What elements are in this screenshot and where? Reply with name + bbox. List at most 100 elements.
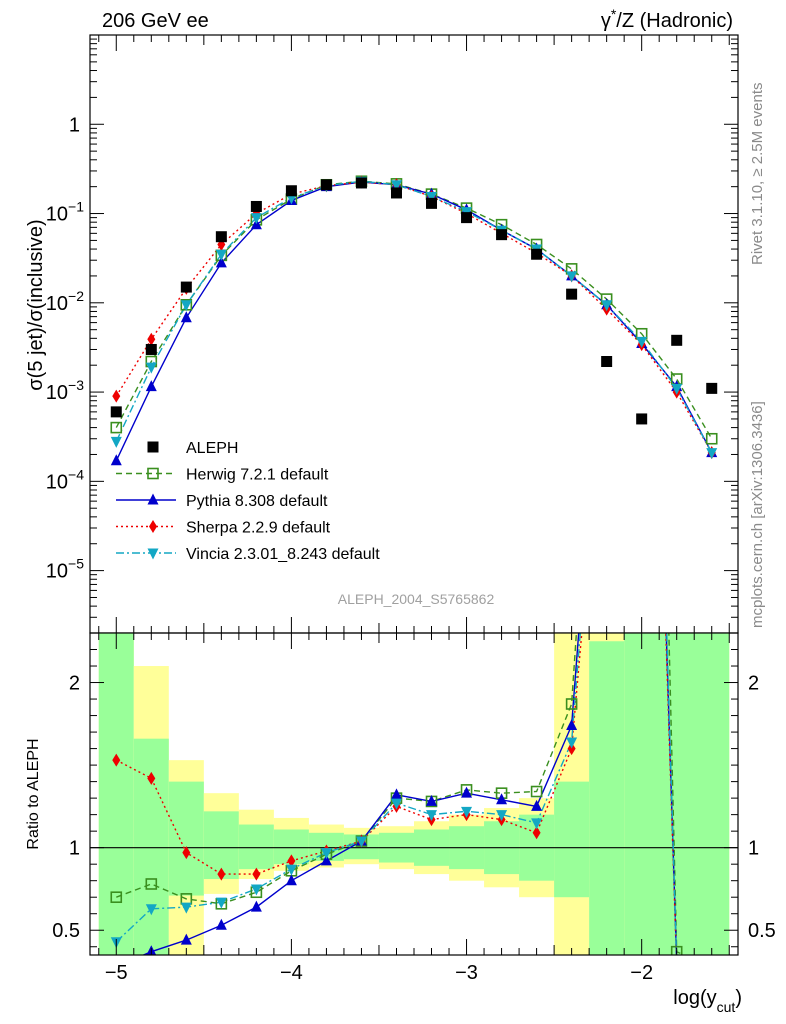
aleph-data-point <box>496 229 508 241</box>
x-tick-label: −3 <box>455 962 478 984</box>
pythia-main-line <box>115 181 713 462</box>
pythia-ratio-point <box>671 957 682 968</box>
vincia-main-line <box>115 180 713 453</box>
sherpa-ratio-point <box>567 742 576 756</box>
aleph-data-point <box>355 177 367 189</box>
sherpa-ratio-line <box>115 633 677 955</box>
legend-marker <box>149 520 157 533</box>
uncertainty-band-inner <box>168 781 204 896</box>
x-tick-label: −5 <box>105 962 128 984</box>
uncertainty-band-inner <box>133 738 169 955</box>
vincia-ratio-point <box>215 897 227 909</box>
legend-marker <box>147 441 159 453</box>
legend-label: Pythia 8.308 default <box>186 493 328 510</box>
vincia-main-point <box>390 180 402 192</box>
legend-label: ALEPH <box>186 440 238 457</box>
ratio-y-tick-label-right: 2 <box>748 673 759 695</box>
vincia-main-point <box>426 192 438 204</box>
herwig-main-point <box>705 432 718 445</box>
vincia-ratio-point <box>496 810 508 822</box>
sherpa-ratio-point <box>708 975 716 988</box>
vincia-main-point <box>180 300 192 312</box>
pythia-ratio-point <box>706 975 717 986</box>
pythia-ratio-point <box>285 874 297 886</box>
pythia-ratio-point <box>215 918 227 930</box>
uncertainty-band-inner <box>238 824 274 870</box>
main-y-tick-label: 10−5 <box>46 556 84 583</box>
aleph-data-point <box>671 334 683 346</box>
legend-marker <box>147 548 159 560</box>
vincia-ratio-point <box>390 798 402 810</box>
uncertainty-band-inner <box>624 633 730 955</box>
sherpa-main-point <box>112 389 121 403</box>
legend-marker <box>147 467 159 480</box>
sherpa-ratio-point <box>112 753 121 767</box>
sherpa-main-line <box>115 181 713 453</box>
main-y-tick-label: 10−4 <box>46 466 84 493</box>
aleph-data-point <box>706 382 718 394</box>
vincia-main-point <box>671 383 683 395</box>
x-axis-title: log(ycut) <box>673 987 742 1015</box>
ratio-y-tick-label-right: 1 <box>748 838 759 860</box>
pythia-ratio-point <box>320 854 332 866</box>
main-y-tick-label: 10−1 <box>46 199 84 226</box>
pythia-main-point <box>180 311 192 323</box>
rivet-version-label: Rivet 3.1.10, ≥ 2.5M events <box>749 83 766 266</box>
herwig-ratio-point <box>670 945 683 955</box>
herwig-main-line <box>115 180 713 440</box>
sherpa-ratio-point <box>287 854 296 868</box>
sherpa-ratio-point <box>532 826 541 840</box>
vincia-ratio-point <box>285 864 297 876</box>
mcplots-label: mcplots.cern.ch [arXiv:1306.3436] <box>749 401 766 628</box>
sherpa-ratio-point <box>673 962 681 975</box>
vincia-main-point <box>601 300 613 312</box>
aleph-data-point <box>601 356 613 368</box>
legend-label: Herwig 7.2.1 default <box>186 467 329 484</box>
pythia-ratio-point <box>390 788 402 800</box>
vincia-ratio-point <box>250 884 262 896</box>
header-left: 206 GeV ee <box>102 10 209 32</box>
vincia-ratio-point <box>426 810 438 822</box>
herwig-ratio-point <box>565 698 578 710</box>
aleph-data-point <box>531 248 543 260</box>
sherpa-ratio-point <box>182 846 191 860</box>
main-y-axis-title: σ(5 jet)/σ(inclusive) <box>25 219 47 390</box>
vincia-ratio-point <box>355 836 367 848</box>
uncertainty-band-inner <box>98 633 134 955</box>
ratio-panel: 0.5 0.5 1 1 2 2 −5 −4 −3 −2 Ratio to ALEPH log(yc… <box>25 632 776 1015</box>
aleph-data-point <box>426 197 438 209</box>
aleph-data-point <box>636 413 648 425</box>
ratio-y-tick-label: 2 <box>69 673 80 695</box>
pythia-ratio-point <box>461 786 473 798</box>
vincia-ratio-point <box>671 960 682 971</box>
ratio-y-tick-label: 0.5 <box>52 920 80 942</box>
vincia-main-point <box>215 249 227 261</box>
pythia-main-point <box>215 256 227 268</box>
main-y-tick-label: 1 <box>69 114 80 136</box>
main-y-tick-label: 10−3 <box>46 377 84 404</box>
ratio-y-tick-label: 1 <box>69 838 80 860</box>
uncertainty-band-inner <box>589 641 625 955</box>
vincia-main-point <box>706 448 718 460</box>
aleph-data-point <box>180 281 192 293</box>
main-y-tick-label: 10−2 <box>46 288 84 315</box>
aleph-data-point <box>566 288 578 300</box>
herwig-ratio-point <box>530 785 543 798</box>
legend-marker <box>147 493 159 505</box>
vincia-main-point <box>566 271 578 283</box>
vincia-ratio-point <box>145 904 157 916</box>
ratio-y-axis-title: Ratio to ALEPH <box>25 738 42 849</box>
herwig-ratio-point <box>707 963 717 973</box>
legend-label: Sherpa 2.2.9 default <box>186 520 331 537</box>
sherpa-ratio-point <box>147 771 156 785</box>
pythia-ratio-point <box>496 793 508 805</box>
x-tick-label: −4 <box>280 962 303 984</box>
aleph-data-point <box>390 187 402 199</box>
sherpa-ratio-point <box>252 867 261 881</box>
vincia-main-point <box>250 213 262 225</box>
sherpa-main-point <box>147 332 156 346</box>
vincia-main-point <box>145 362 157 374</box>
pythia-ratio-point <box>180 933 192 945</box>
herwig-main-point <box>110 421 123 434</box>
aleph-data-point <box>145 343 157 355</box>
